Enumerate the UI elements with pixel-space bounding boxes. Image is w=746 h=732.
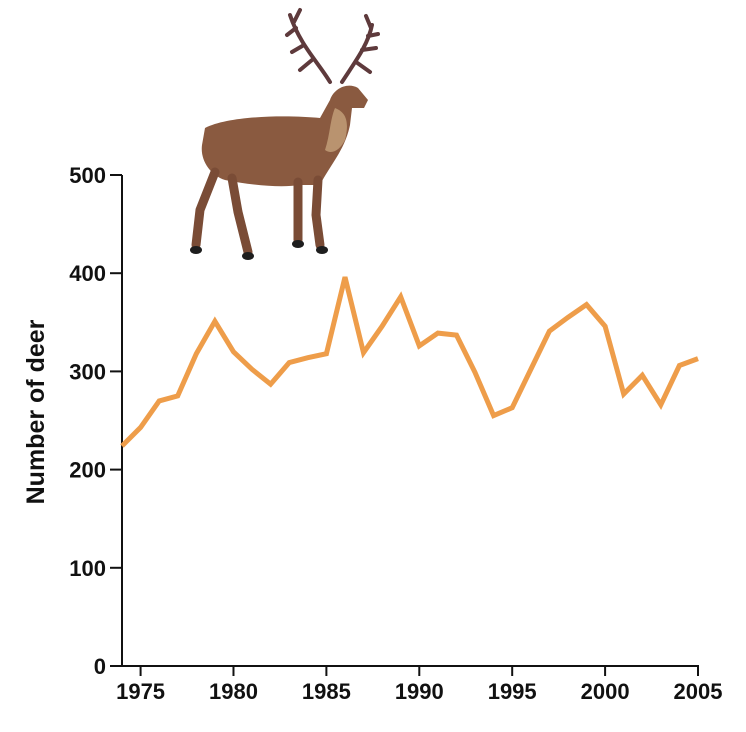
y-tick-label: 500 bbox=[69, 163, 106, 188]
x-tick-label: 2000 bbox=[581, 679, 630, 704]
y-tick-label: 0 bbox=[94, 654, 106, 679]
deer-illustration bbox=[190, 8, 380, 260]
x-tick-label: 1990 bbox=[395, 679, 444, 704]
y-axis-title: Number of deer bbox=[22, 319, 50, 504]
y-tick-label: 300 bbox=[69, 359, 106, 384]
series-line-deer-count bbox=[120, 276, 699, 448]
y-tick-label: 100 bbox=[69, 556, 106, 581]
y-tick-label: 200 bbox=[69, 458, 106, 483]
x-tick-label: 1985 bbox=[302, 679, 351, 704]
x-tick-label: 1975 bbox=[116, 679, 165, 704]
x-tick-label: 2005 bbox=[674, 679, 723, 704]
y-tick-label: 400 bbox=[69, 261, 106, 286]
x-tick-label: 1980 bbox=[209, 679, 258, 704]
x-tick-label: 1995 bbox=[488, 679, 537, 704]
